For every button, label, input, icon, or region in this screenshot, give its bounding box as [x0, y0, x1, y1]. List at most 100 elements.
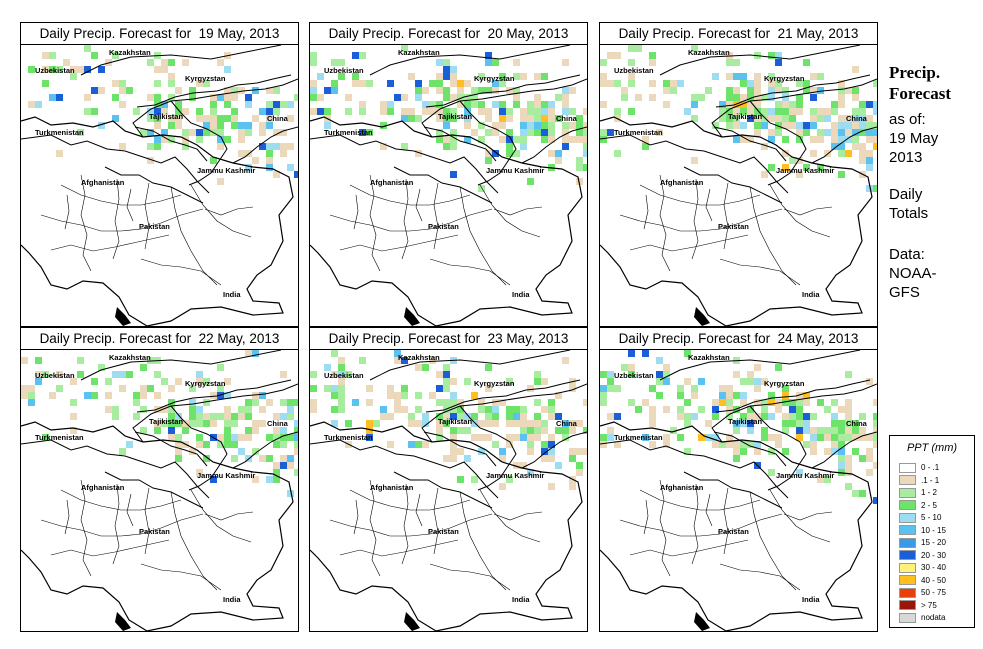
panel-title: Daily Precip. Forecast for 22 May, 2013 [21, 328, 298, 350]
precip-cell [210, 94, 217, 101]
precip-cell [443, 420, 450, 427]
precip-cell [280, 143, 287, 150]
precip-cell [803, 80, 810, 87]
precip-cell [628, 399, 635, 406]
precip-cell [506, 150, 513, 157]
precip-cell [175, 378, 182, 385]
totals-block: Daily Totals [889, 185, 979, 223]
precip-cell [464, 80, 471, 87]
precip-cell [691, 413, 698, 420]
precip-cell [492, 413, 499, 420]
precip-cell [649, 385, 656, 392]
precip-cell [366, 129, 373, 136]
precip-cell [803, 413, 810, 420]
precip-cell [91, 108, 98, 115]
precip-cell [754, 441, 761, 448]
map-label-uzbekistan: Uzbekistan [324, 371, 364, 380]
precip-cell [747, 136, 754, 143]
precip-cell [782, 427, 789, 434]
precip-cell [712, 406, 719, 413]
precip-cell [527, 385, 534, 392]
precip-cell [796, 101, 803, 108]
precip-cell [555, 94, 562, 101]
precip-cell [663, 101, 670, 108]
precip-cell [443, 108, 450, 115]
precip-map: Kazakhstan Uzbekistan Kyrgyzstan Tajikistan… [21, 45, 298, 326]
precip-cell [754, 385, 761, 392]
legend-item: 5 - 10 [899, 512, 941, 523]
precip-cell [600, 136, 607, 143]
precip-cell [527, 420, 534, 427]
precip-cell [576, 164, 583, 171]
precip-cell [273, 434, 280, 441]
precip-cell [387, 80, 394, 87]
precip-cell [394, 392, 401, 399]
precip-cell [873, 441, 877, 448]
precip-cell [656, 371, 663, 378]
precip-cell [642, 143, 649, 150]
precip-cell [866, 129, 873, 136]
precip-cell [614, 108, 621, 115]
map-label-pakistan: Pakistan [428, 222, 459, 231]
precip-cell [817, 164, 824, 171]
precip-cell [196, 108, 203, 115]
precip-cell [775, 434, 782, 441]
country-border [21, 134, 126, 152]
precip-cell [726, 94, 733, 101]
precip-cell [803, 399, 810, 406]
country-border [232, 126, 298, 164]
legend-item: 10 - 15 [899, 525, 946, 536]
precip-cell [485, 157, 492, 164]
precip-cell [838, 462, 845, 469]
precip-cell [614, 80, 621, 87]
country-border [21, 421, 294, 631]
precip-cell [803, 441, 810, 448]
precip-cell [401, 143, 408, 150]
precip-cell [747, 80, 754, 87]
precip-cell [845, 122, 852, 129]
map-label-turkmenistan: Turkmenistan [614, 433, 663, 442]
legend-label: 0 - .1 [921, 463, 940, 472]
precip-cell [810, 434, 817, 441]
precip-cell [499, 399, 506, 406]
precip-cell [70, 413, 77, 420]
country-border [369, 45, 571, 76]
precip-cell [119, 448, 126, 455]
precip-cell [464, 122, 471, 129]
precip-cell [70, 73, 77, 80]
precip-cell [238, 406, 245, 413]
country-border [659, 45, 861, 76]
precip-cell [761, 413, 768, 420]
precip-cell [443, 455, 450, 462]
precip-cell [817, 73, 824, 80]
precip-cell [168, 434, 175, 441]
precip-cell [231, 420, 238, 427]
precip-cell [443, 413, 450, 420]
precip-cell [583, 164, 587, 171]
precip-cell [796, 406, 803, 413]
precip-cell [380, 406, 387, 413]
precip-cell [147, 129, 154, 136]
precip-cell [415, 406, 422, 413]
precip-cell [583, 448, 587, 455]
precip-cell [803, 164, 810, 171]
precip-cell [527, 448, 534, 455]
precip-cell [747, 94, 754, 101]
precip-cell [324, 108, 331, 115]
precip-cell [450, 378, 457, 385]
precip-cell [789, 108, 796, 115]
precip-cell [838, 94, 845, 101]
precip-cell [747, 378, 754, 385]
province-border [619, 513, 783, 537]
precip-cell [796, 399, 803, 406]
precip-cell [831, 129, 838, 136]
precip-cell [845, 371, 852, 378]
precip-cell [175, 115, 182, 122]
precip-cell [196, 413, 203, 420]
precip-cell [294, 441, 298, 448]
map-label-kazakhstan: Kazakhstan [688, 353, 730, 362]
precip-cell [754, 364, 761, 371]
precip-cell [175, 434, 182, 441]
precip-cell [499, 483, 506, 490]
precip-cell [294, 427, 298, 434]
